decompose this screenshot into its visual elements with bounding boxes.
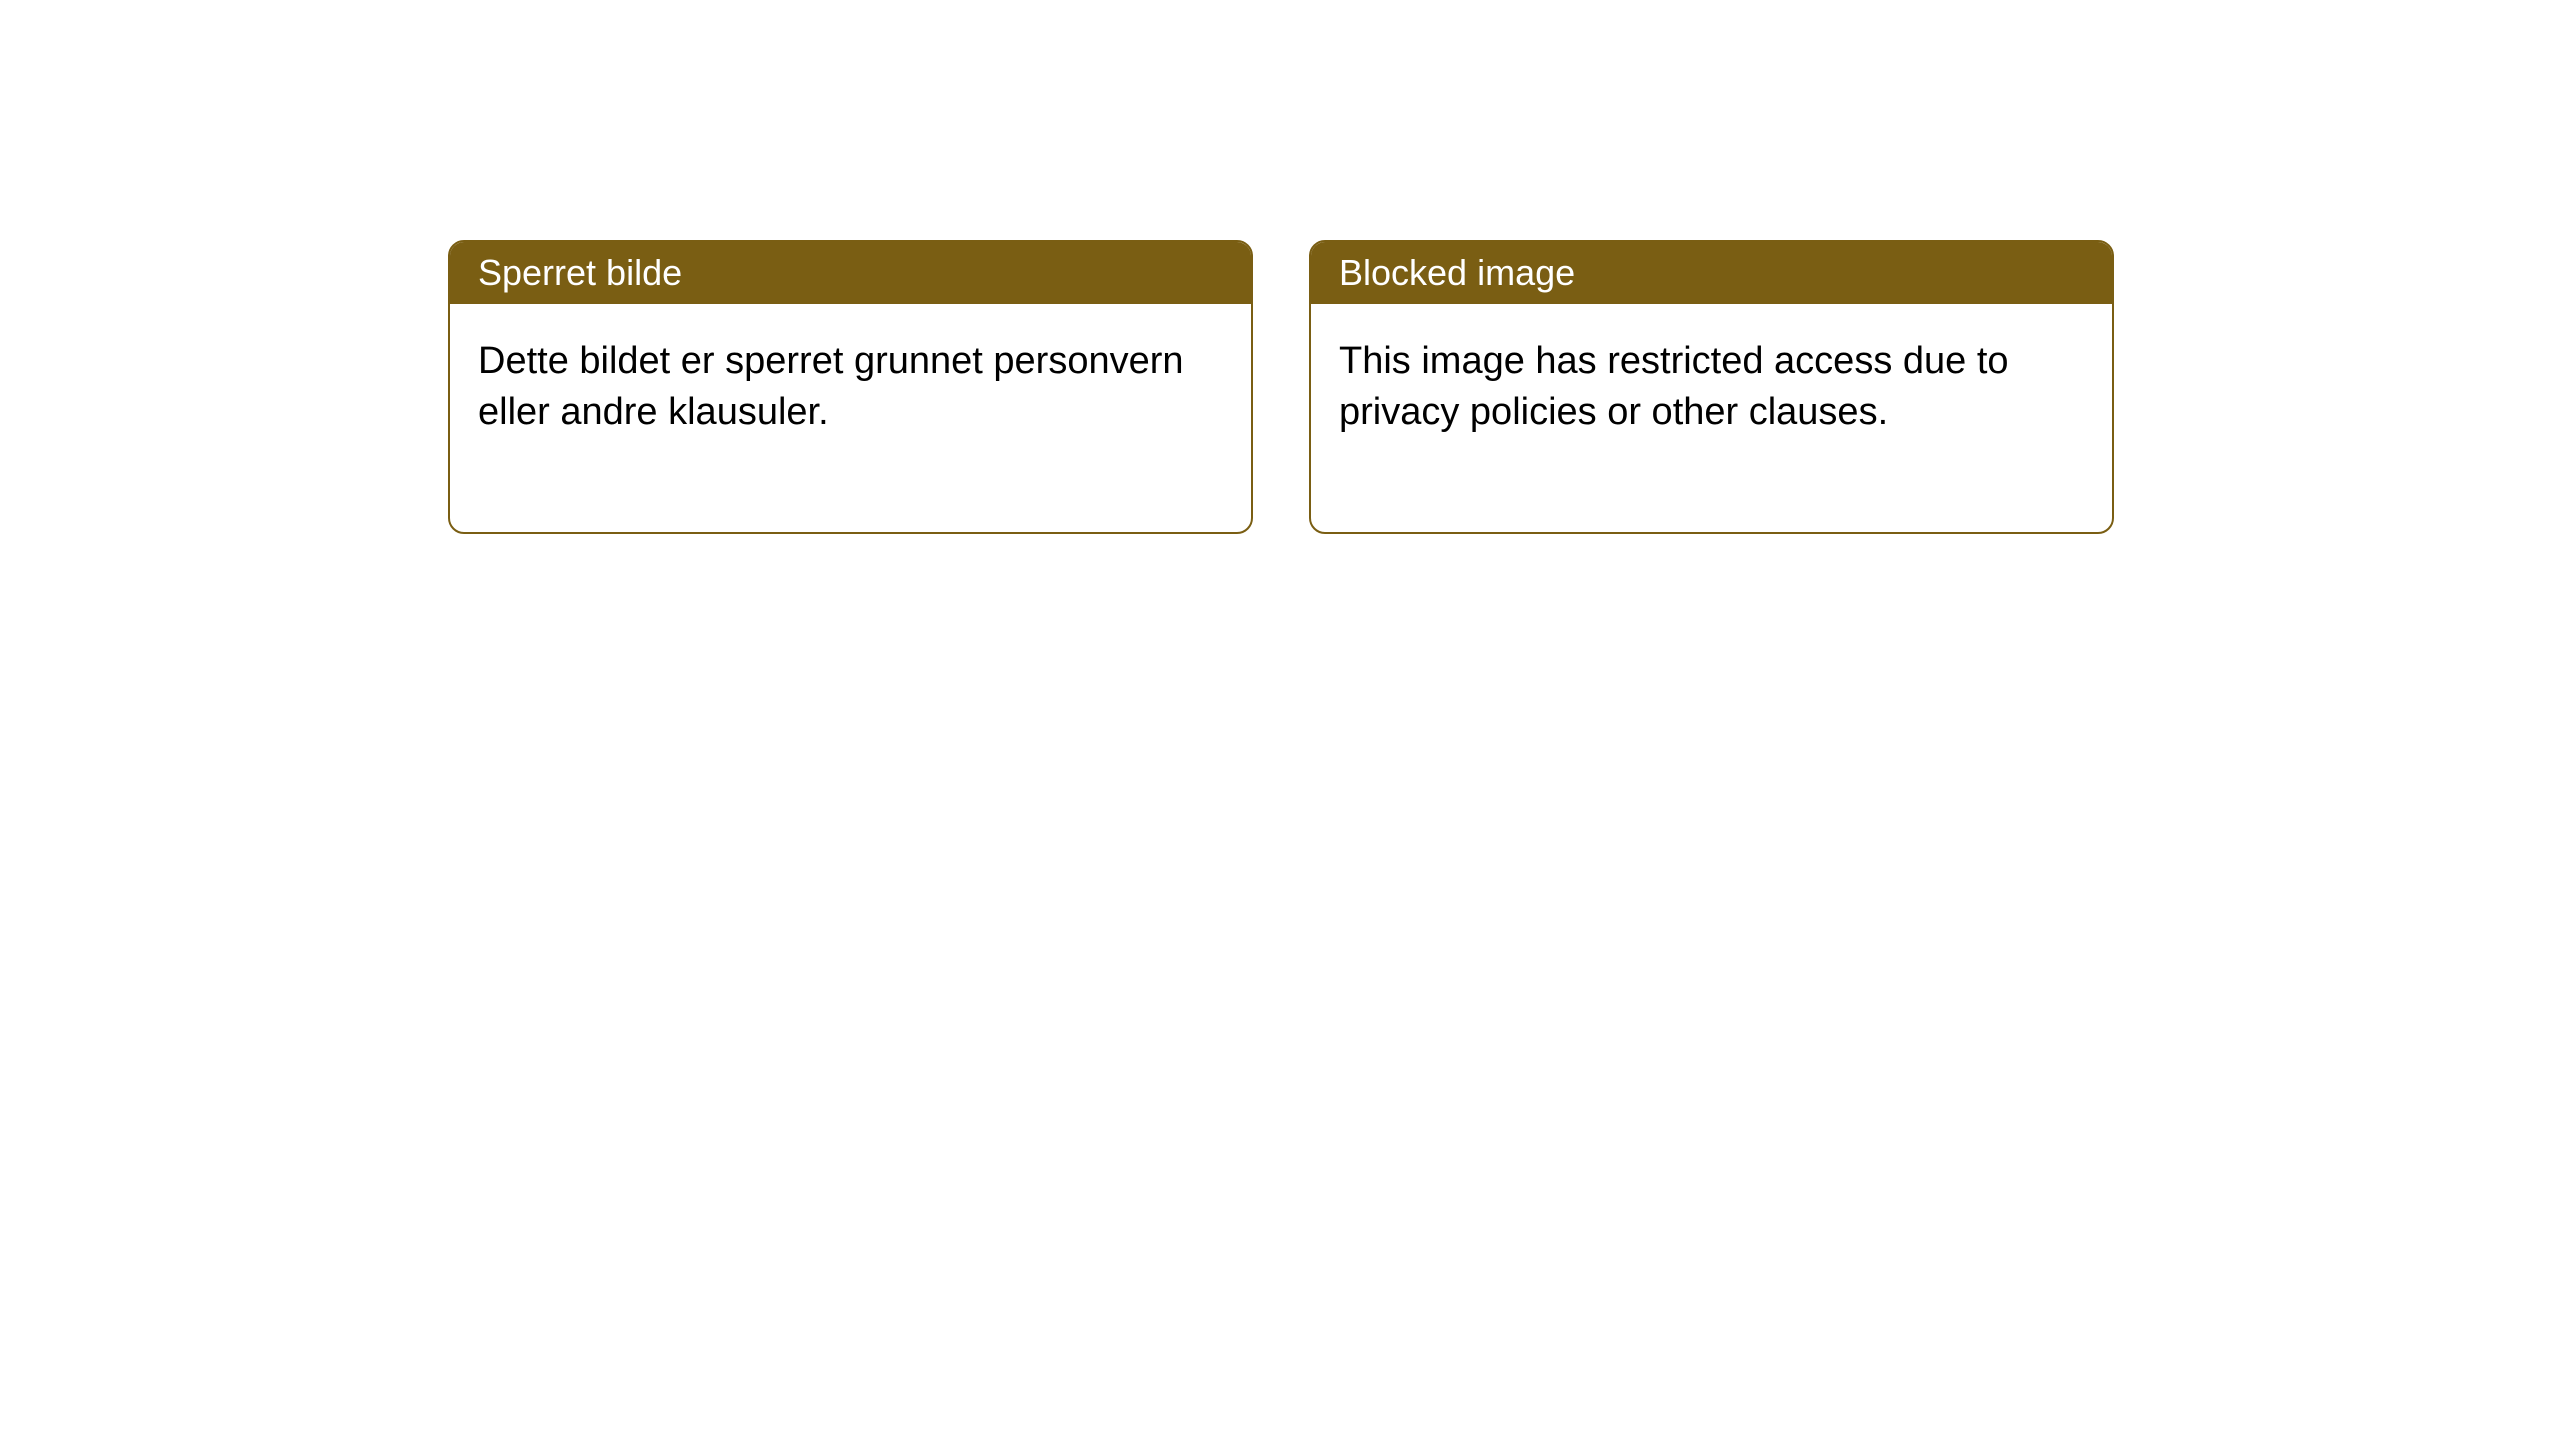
notice-body: Dette bildet er sperret grunnet personve…	[450, 304, 1251, 532]
notices-container: Sperret bilde Dette bildet er sperret gr…	[0, 0, 2560, 534]
notice-box-norwegian: Sperret bilde Dette bildet er sperret gr…	[448, 240, 1253, 534]
notice-body: This image has restricted access due to …	[1311, 304, 2112, 532]
notice-title: Sperret bilde	[478, 252, 682, 293]
notice-box-english: Blocked image This image has restricted …	[1309, 240, 2114, 534]
notice-body-text: This image has restricted access due to …	[1339, 340, 2009, 433]
notice-header: Blocked image	[1311, 242, 2112, 304]
notice-header: Sperret bilde	[450, 242, 1251, 304]
notice-title: Blocked image	[1339, 252, 1575, 293]
notice-body-text: Dette bildet er sperret grunnet personve…	[478, 340, 1184, 433]
